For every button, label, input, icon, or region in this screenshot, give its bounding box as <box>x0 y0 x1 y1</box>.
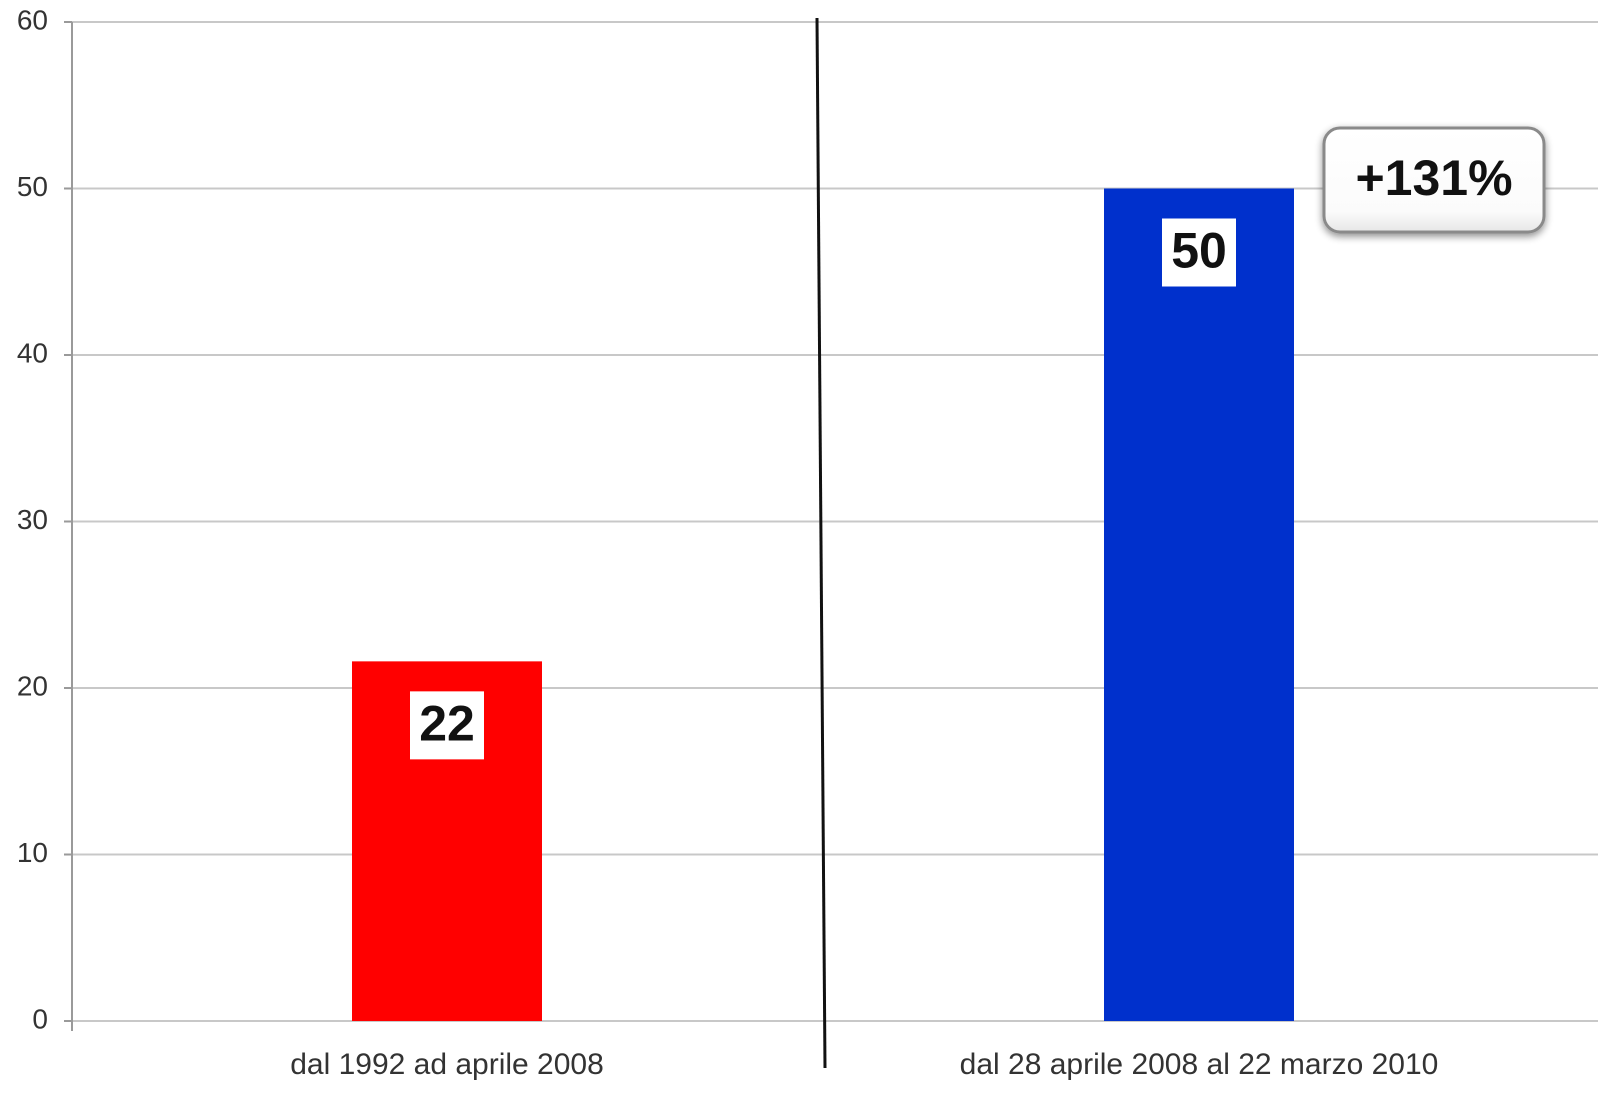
data-label-box-1 <box>410 691 484 760</box>
percent-callout: +131% <box>1322 126 1546 234</box>
x-category-label-2: dal 28 aprile 2008 al 22 marzo 2010 <box>960 1048 1439 1081</box>
y-tick-label-20: 20 <box>17 670 48 701</box>
data-label-value-2: 50 <box>1171 223 1227 279</box>
period-divider <box>815 17 827 1069</box>
y-tick-label-10: 10 <box>17 837 48 868</box>
data-label-1: 22 <box>410 691 484 760</box>
y-tick-label-50: 50 <box>17 171 48 202</box>
callout-percent-text: +131% <box>1355 150 1512 206</box>
bar-2 <box>1104 188 1294 1021</box>
x-axis-labels: dal 1992 ad aprile 2008 dal 28 aprile 200… <box>290 1048 1438 1081</box>
data-labels: 22 50 <box>410 218 1236 760</box>
data-label-2: 50 <box>1162 218 1236 287</box>
x-category-label-1: dal 1992 ad aprile 2008 <box>290 1048 604 1081</box>
data-label-box-2 <box>1162 218 1236 287</box>
callout-box <box>1322 126 1546 234</box>
divider-line <box>815 17 827 1069</box>
gridlines <box>72 21 1598 1022</box>
y-axis: 0 10 20 30 40 50 60 <box>17 4 73 1034</box>
y-tick-label-30: 30 <box>17 504 48 535</box>
data-label-value-1: 22 <box>419 696 475 752</box>
y-tick-label-40: 40 <box>17 337 48 368</box>
y-tick-label-0: 0 <box>32 1003 48 1034</box>
y-tick-label-60: 60 <box>17 4 48 35</box>
